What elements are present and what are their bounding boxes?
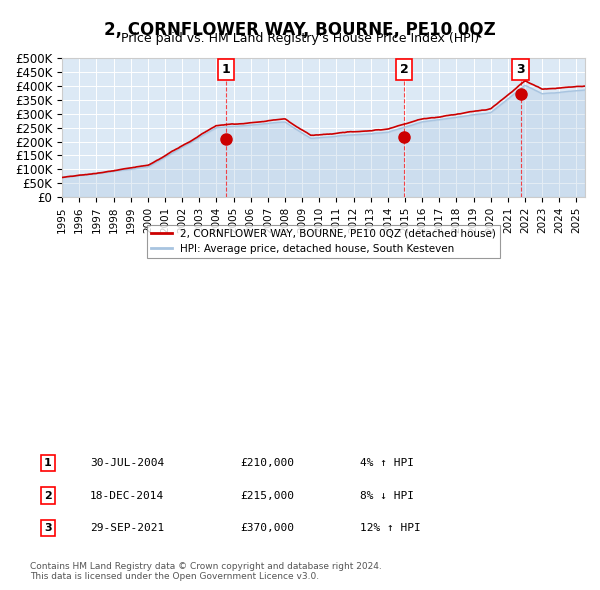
Text: Price paid vs. HM Land Registry's House Price Index (HPI): Price paid vs. HM Land Registry's House … bbox=[121, 32, 479, 45]
Legend: 2, CORNFLOWER WAY, BOURNE, PE10 0QZ (detached house), HPI: Average price, detach: 2, CORNFLOWER WAY, BOURNE, PE10 0QZ (det… bbox=[147, 225, 500, 258]
Text: £210,000: £210,000 bbox=[240, 458, 294, 468]
Text: 12% ↑ HPI: 12% ↑ HPI bbox=[360, 523, 421, 533]
Text: 1: 1 bbox=[44, 458, 52, 468]
Text: 3: 3 bbox=[44, 523, 52, 533]
Text: 2, CORNFLOWER WAY, BOURNE, PE10 0QZ: 2, CORNFLOWER WAY, BOURNE, PE10 0QZ bbox=[104, 21, 496, 39]
Text: 2: 2 bbox=[44, 491, 52, 500]
Text: 30-JUL-2004: 30-JUL-2004 bbox=[90, 458, 164, 468]
Text: £215,000: £215,000 bbox=[240, 491, 294, 500]
Text: 29-SEP-2021: 29-SEP-2021 bbox=[90, 523, 164, 533]
Text: £370,000: £370,000 bbox=[240, 523, 294, 533]
Text: Contains HM Land Registry data © Crown copyright and database right 2024.
This d: Contains HM Land Registry data © Crown c… bbox=[30, 562, 382, 581]
Text: 18-DEC-2014: 18-DEC-2014 bbox=[90, 491, 164, 500]
Text: 4% ↑ HPI: 4% ↑ HPI bbox=[360, 458, 414, 468]
Text: 3: 3 bbox=[516, 63, 525, 76]
Text: 8% ↓ HPI: 8% ↓ HPI bbox=[360, 491, 414, 500]
Text: 2: 2 bbox=[400, 63, 409, 76]
Text: 1: 1 bbox=[222, 63, 230, 76]
